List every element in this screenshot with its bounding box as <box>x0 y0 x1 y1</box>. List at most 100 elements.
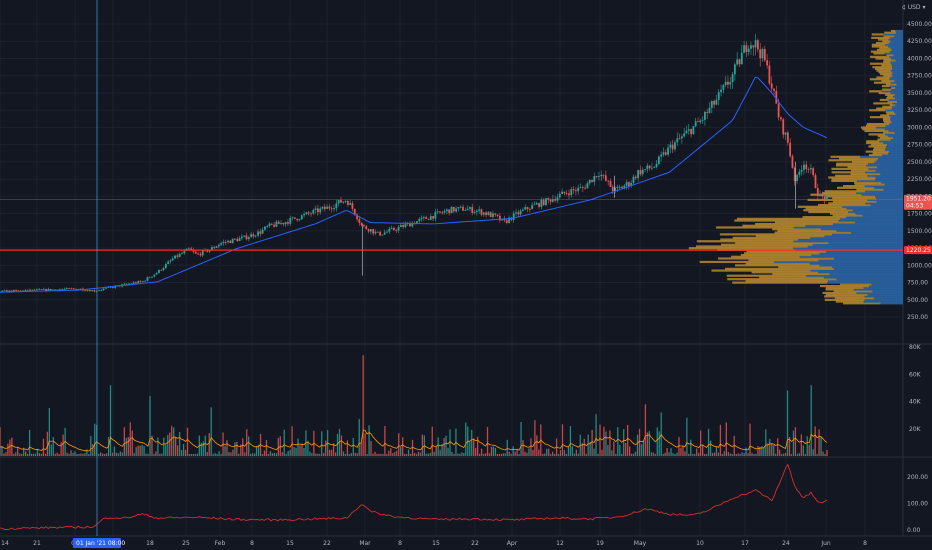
candle-body <box>114 285 117 288</box>
volume-profile-down-row <box>889 85 903 88</box>
volume-profile-up-row <box>822 191 856 195</box>
volume-profile-down-row <box>896 83 903 86</box>
volume-profile-up-row <box>726 274 806 277</box>
volume-profile-up-row <box>825 288 854 291</box>
volume-profile-up-row <box>882 117 890 120</box>
candle-body <box>644 169 646 171</box>
price-tick-label-2: 4000.00 <box>907 55 932 62</box>
candle-body <box>335 203 338 209</box>
volume-profile-up-row <box>803 209 853 212</box>
candle-body <box>450 206 453 214</box>
volume-profile-up-row <box>865 124 886 127</box>
candle-body <box>128 283 130 285</box>
volume-profile-up-row <box>696 240 794 243</box>
candle-body <box>61 289 64 291</box>
volume-profile-down-row <box>890 36 903 39</box>
candle-body <box>298 219 301 221</box>
volume-profile-up-row <box>737 217 841 220</box>
volume-profile-up-row <box>735 241 829 245</box>
candle-body <box>238 238 241 242</box>
volume-profile-down-row <box>793 240 903 243</box>
volume-profile-up-row <box>834 297 875 300</box>
candle-body <box>176 255 179 257</box>
candle-body <box>740 52 743 65</box>
candle-body <box>588 179 591 184</box>
candle-body <box>323 206 326 209</box>
candle-body <box>19 290 22 292</box>
volume-profile-up-row <box>870 143 888 146</box>
candle-body <box>280 222 282 224</box>
candle-body <box>669 144 672 148</box>
volume-profile-up-row <box>875 41 889 45</box>
candle-body <box>264 226 266 230</box>
volume-profile-up-row <box>866 122 890 126</box>
volume-profile-up-row <box>808 210 849 214</box>
volume-profile-down-row <box>885 124 903 127</box>
candle-body <box>56 289 59 291</box>
candle-body <box>782 119 785 135</box>
candle-body <box>558 193 561 198</box>
volume-profile-up-row <box>881 64 893 67</box>
candle-body <box>452 206 455 212</box>
volume-profile-down-row <box>885 147 903 150</box>
indicator-tick-label-0: 200.00 <box>907 474 928 481</box>
volume-profile-down-row <box>892 102 903 105</box>
price-tick-label-14: 1000.00 <box>907 262 932 269</box>
candle-body <box>217 244 220 247</box>
volume-profile-up-row <box>878 91 891 95</box>
price-tick-label-12: 1500.00 <box>907 228 932 235</box>
candle-body <box>160 269 163 271</box>
candle-body <box>600 175 603 177</box>
volume-profile-down-row <box>895 112 903 115</box>
candle-body <box>231 238 234 244</box>
volume-profile-down-row <box>855 191 903 195</box>
volume-profile-down-row <box>889 55 903 58</box>
indicator-line <box>0 463 828 530</box>
candle-body <box>777 103 780 118</box>
volume-profile-down-row <box>885 109 903 112</box>
volume-profile-down-row <box>819 264 903 267</box>
candle-body <box>326 206 329 209</box>
currency-label[interactable]: ¢ USD ▾ <box>902 4 925 11</box>
volume-profile-down-row <box>893 54 903 57</box>
volume-profile-down-row <box>865 190 903 193</box>
candle-body <box>475 210 478 213</box>
time-tick-label-19: 17 <box>741 540 749 547</box>
candle-body <box>201 250 204 256</box>
volume-profile-up-row <box>825 286 864 289</box>
candle-body <box>565 193 568 195</box>
volume-profile-down-row <box>890 116 903 119</box>
last-price-value: 1951.20 <box>906 196 931 203</box>
candle-body <box>570 189 573 196</box>
candle-body <box>6 290 8 293</box>
price-tick-label-4: 3500.00 <box>907 90 932 97</box>
volume-profile-up-row <box>731 255 800 258</box>
candle-body <box>768 65 771 84</box>
volume-profile-down-row <box>889 78 903 81</box>
candle-body <box>763 48 766 61</box>
volume-profile-up-row <box>871 33 884 36</box>
volume-profile-up-row <box>832 197 877 200</box>
volume-profile-up-row <box>802 216 847 219</box>
volume-profile-up-row <box>831 167 869 170</box>
volume-profile-up-row <box>746 250 827 253</box>
candle-body <box>100 289 103 291</box>
volume-profile-down-row <box>891 62 903 65</box>
candle-body <box>374 231 377 234</box>
volume-profile-down-row <box>891 107 903 110</box>
candle-body <box>91 290 94 292</box>
ma-line-path <box>0 76 828 293</box>
candle-body <box>653 167 656 168</box>
time-tick-label-20: 24 <box>782 540 790 547</box>
volume-profile-up-row <box>735 264 820 267</box>
candle-body <box>35 289 38 291</box>
volume-profile-up-row <box>886 97 896 100</box>
candle-body <box>63 288 66 290</box>
candle-body <box>319 208 322 213</box>
volume-profile-up-row <box>878 38 889 41</box>
volume-profile-up-row <box>861 126 877 129</box>
volume-profile-up-row <box>869 109 886 112</box>
volume-profile-down-row <box>888 41 903 45</box>
candle-body <box>598 176 600 177</box>
